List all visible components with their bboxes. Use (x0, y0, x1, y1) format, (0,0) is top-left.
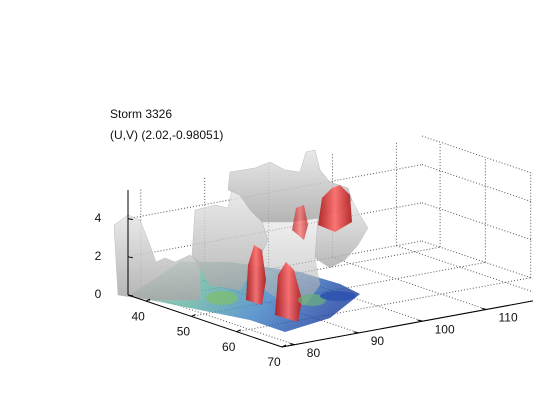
z-tick-label: 4 (95, 211, 102, 225)
red-core-3 (318, 185, 352, 232)
y-tick (481, 307, 487, 310)
z-tick (127, 218, 134, 221)
red-core-1 (246, 245, 266, 305)
grid-line-back-z (421, 240, 533, 280)
z-tick-label: 0 (95, 287, 102, 301)
grid-line-left-z (127, 202, 423, 258)
chart-title-line-2: (U,V) (2.02,-0.98051) (110, 128, 224, 142)
green-patch-1 (206, 291, 238, 305)
grid-line-floor-x (146, 246, 441, 302)
y-axis-line (281, 300, 533, 348)
grid-line-back-z (421, 164, 533, 203)
y-tick-label: 100 (435, 322, 455, 336)
red-core-2 (275, 262, 302, 322)
chart-title-line-1: Storm 3326 (110, 107, 173, 121)
red-core-4 (292, 205, 308, 240)
y-tick (289, 343, 295, 346)
grid-line-back-z (421, 202, 533, 241)
grid-lines (127, 135, 533, 348)
grid-line-floor-y (396, 245, 533, 293)
grid-box-top-back (421, 135, 533, 175)
grid-line-floor-x (236, 277, 531, 333)
surface-left-block (113, 214, 201, 301)
x-tick-label: 50 (177, 325, 191, 339)
y-tick (417, 319, 423, 322)
z-tick (127, 294, 134, 297)
grid-line-left-z (127, 164, 423, 220)
y-tick-label: 80 (307, 346, 321, 360)
grid-line-floor-x (191, 261, 486, 317)
axes (127, 190, 533, 348)
y-tick (353, 331, 359, 334)
x-tick (145, 298, 151, 302)
y-tick-label: 90 (371, 334, 385, 348)
z-tick (127, 256, 134, 259)
x-tick (191, 313, 196, 317)
blue-patch (320, 291, 356, 301)
x-tick-label: 60 (222, 340, 236, 354)
x-tick-label: 70 (267, 355, 281, 369)
z-tick-label: 2 (95, 249, 102, 263)
x-tick-label: 40 (131, 309, 145, 323)
y-tick-label: 110 (499, 311, 518, 325)
iso-surface (113, 149, 369, 332)
grid-line-left-z (127, 240, 423, 296)
x-axis-line (127, 294, 283, 348)
x-tick (236, 329, 241, 333)
x-tick (281, 344, 287, 348)
tick-labels: 405060708090100110120024 (95, 211, 518, 369)
grid-line-floor-y (332, 256, 487, 310)
green-patch-2 (298, 294, 326, 306)
